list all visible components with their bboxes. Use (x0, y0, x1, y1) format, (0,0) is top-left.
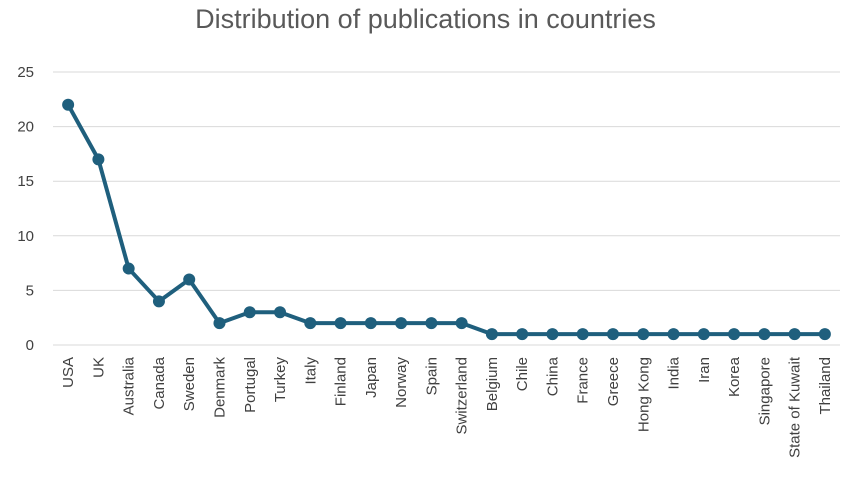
data-point (92, 153, 105, 166)
data-point (274, 306, 287, 319)
x-tick-label: Norway (393, 357, 410, 408)
x-tick-label: France (575, 357, 592, 404)
data-point (455, 317, 468, 330)
data-point (818, 328, 831, 341)
x-tick-label: Iran (696, 357, 713, 383)
x-tick-label: Portugal (242, 357, 259, 413)
chart-title: Distribution of publications in countrie… (195, 4, 656, 34)
data-point (516, 328, 529, 341)
x-tick-label: USA (60, 357, 77, 388)
y-axis-ticks: 0 5 10 15 20 25 (17, 64, 34, 354)
data-point (697, 328, 710, 341)
y-tick-label: 25 (17, 64, 34, 81)
data-point (122, 262, 135, 275)
data-point (606, 328, 619, 341)
y-tick-label: 20 (17, 119, 34, 136)
grid-layer (53, 71, 840, 346)
x-tick-label: State of Kuwait (787, 356, 804, 458)
x-tick-label: China (544, 356, 561, 396)
x-tick-label: Singapore (756, 357, 773, 425)
x-tick-label: Sweden (181, 357, 198, 411)
x-tick-label: Hong Kong (635, 357, 652, 432)
x-tick-label: India (666, 356, 683, 389)
x-tick-label: Canada (151, 356, 168, 409)
y-tick-label: 10 (17, 228, 34, 245)
data-point (788, 328, 801, 341)
x-tick-label: UK (90, 357, 107, 378)
y-tick-label: 5 (26, 282, 34, 299)
data-point (364, 317, 377, 330)
data-point (425, 317, 438, 330)
data-point (728, 328, 741, 341)
x-tick-label: Denmark (211, 357, 228, 418)
data-point (334, 317, 347, 330)
x-tick-label: Thailand (817, 357, 834, 415)
data-point (576, 328, 589, 341)
data-point (62, 98, 75, 111)
data-point (213, 317, 226, 330)
x-tick-label: Belgium (484, 357, 501, 411)
x-tick-label: Finland (333, 357, 350, 406)
x-tick-label: Turkey (272, 357, 289, 403)
data-point (243, 306, 256, 319)
data-point (152, 295, 165, 308)
x-tick-label: Chile (514, 357, 531, 391)
x-axis-ticks: USA UK Australia Canada Sweden Denmark Portuga… (60, 356, 834, 458)
x-tick-label: Switzerland (454, 357, 471, 435)
data-point (546, 328, 559, 341)
data-point (667, 328, 680, 341)
series-layer (62, 98, 831, 341)
data-point (637, 328, 650, 341)
x-tick-label: Greece (605, 357, 622, 406)
x-tick-label: Korea (726, 356, 743, 397)
data-point (183, 273, 196, 286)
data-point (304, 317, 317, 330)
x-tick-label: Japan (363, 357, 380, 398)
x-tick-label: Italy (302, 357, 319, 385)
x-tick-label: Australia (121, 356, 138, 415)
data-point (758, 328, 771, 341)
data-point (395, 317, 408, 330)
series-line (66, 102, 827, 337)
y-tick-label: 0 (26, 337, 34, 354)
data-point (485, 328, 498, 341)
x-tick-label: Spain (423, 357, 440, 395)
y-tick-label: 15 (17, 173, 34, 190)
